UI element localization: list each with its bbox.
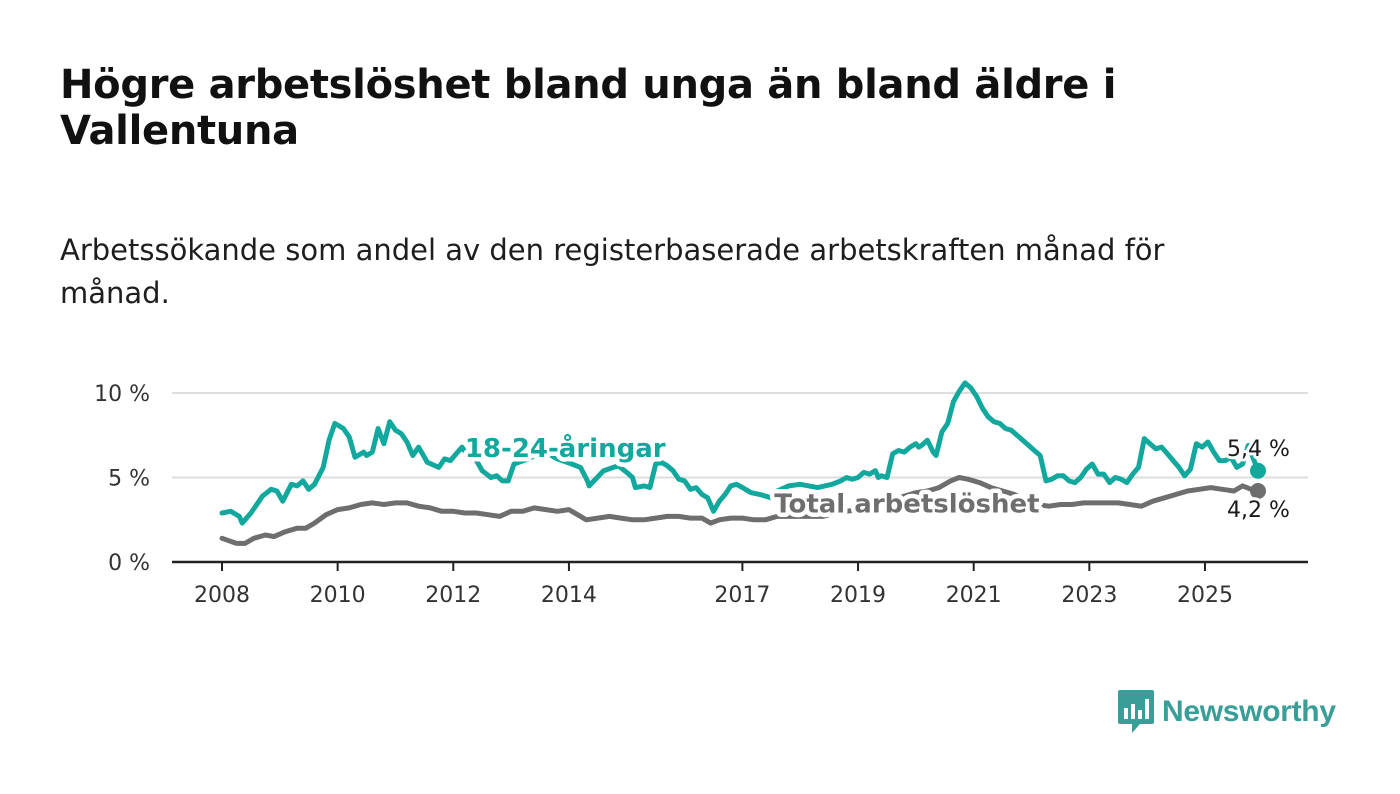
newsworthy-logo-text: Newsworthy [1162, 695, 1336, 728]
youth-series-line [219, 380, 1261, 526]
total-end-value-label: 4,2 % [1227, 498, 1290, 523]
newsworthy-logo[interactable]: Newsworthy [1118, 690, 1336, 734]
y-tick-label: 10 % [94, 382, 150, 407]
youth-series-label: 18-24-åringar [465, 432, 666, 464]
x-tick-label: 2008 [194, 583, 250, 608]
total-series-line [219, 475, 1261, 546]
page-subtitle: Arbetssökande som andel av den registerb… [60, 233, 1165, 310]
x-tick-label: 2010 [310, 583, 366, 608]
x-tick-label: 2014 [541, 583, 597, 608]
total-series-label: Total arbetslöshet [774, 490, 1039, 520]
newsworthy-logo-icon [1118, 690, 1154, 733]
x-tick-label: 2025 [1177, 583, 1233, 608]
youth-end-point [1250, 462, 1266, 479]
total-end-point [1250, 483, 1266, 500]
page-title: Högre arbetslöshet bland unga än bland ä… [60, 62, 1117, 154]
x-tick-label: 2012 [425, 583, 481, 608]
x-tick-label: 2019 [830, 583, 886, 608]
x-tick-label: 2023 [1061, 583, 1117, 608]
youth-end-value-label: 5,4 % [1227, 437, 1290, 462]
y-tick-label: 0 % [108, 551, 150, 576]
x-tick-label: 2017 [714, 583, 770, 608]
x-tick-label: 2021 [946, 583, 1002, 608]
y-tick-label: 5 % [108, 467, 150, 492]
